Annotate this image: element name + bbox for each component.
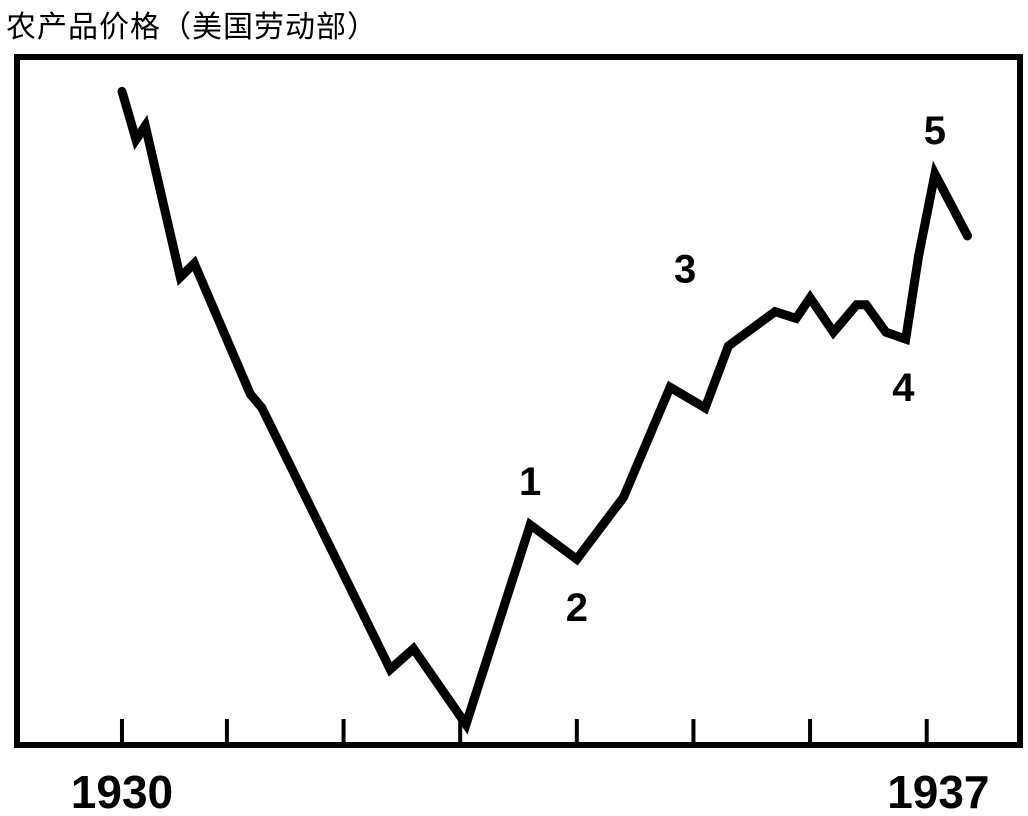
data-point-4 xyxy=(190,259,199,268)
x-tick-label-0: 1930 xyxy=(71,766,173,816)
data-point-6 xyxy=(257,403,266,412)
wave-label-1: 1 xyxy=(519,460,541,504)
series-line xyxy=(117,86,972,735)
data-point-20 xyxy=(852,300,861,309)
data-point-15 xyxy=(724,341,733,350)
wave-label-2: 2 xyxy=(566,586,588,630)
data-point-2 xyxy=(141,121,150,130)
data-point-0 xyxy=(117,87,126,96)
data-point-3 xyxy=(176,273,185,282)
data-point-23 xyxy=(901,335,910,344)
x-tick-label-1: 1937 xyxy=(887,766,989,816)
data-point-22 xyxy=(881,328,890,337)
data-point-9 xyxy=(462,720,471,729)
wave-label-4: 4 xyxy=(892,366,915,410)
data-point-12 xyxy=(619,493,628,502)
data-point-19 xyxy=(829,328,838,337)
data-point-17 xyxy=(792,314,801,323)
data-point-25 xyxy=(930,169,939,178)
data-point-26 xyxy=(963,231,972,240)
data-point-1 xyxy=(131,135,140,144)
data-point-7 xyxy=(386,665,395,674)
data-point-14 xyxy=(701,403,710,412)
chart-title: 农产品价格（美国劳动部） xyxy=(6,10,378,45)
data-point-24 xyxy=(914,252,923,261)
plot-frame xyxy=(14,54,1023,748)
wave-label-5: 5 xyxy=(924,109,946,153)
data-point-16 xyxy=(771,307,780,316)
data-point-18 xyxy=(806,293,815,302)
data-point-5 xyxy=(246,390,255,399)
wave-label-3: 3 xyxy=(674,248,696,292)
x-tick-labels: 1930 1937 xyxy=(71,766,990,816)
data-point-13 xyxy=(666,383,675,392)
data-point-8 xyxy=(409,644,418,653)
data-point-10 xyxy=(526,520,535,529)
data-point-21 xyxy=(862,300,871,309)
minor-ticks xyxy=(119,719,929,745)
data-points xyxy=(117,87,972,729)
wave-annotations: 1 2 3 4 5 xyxy=(519,109,946,630)
data-point-11 xyxy=(572,555,581,564)
